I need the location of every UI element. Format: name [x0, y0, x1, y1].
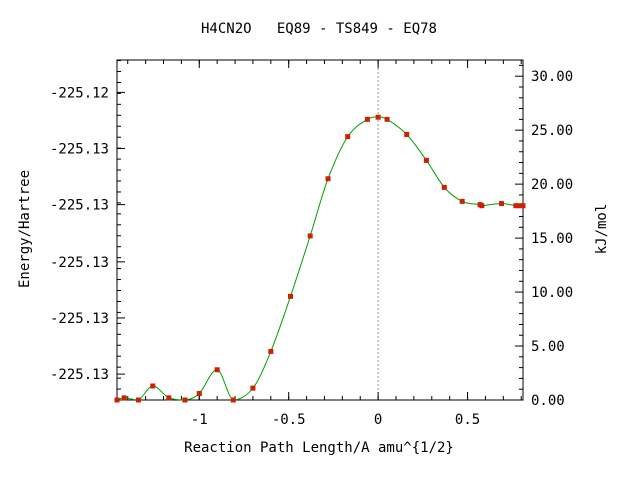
data-points	[114, 114, 526, 403]
x-axis-label: Reaction Path Length/A amu^{1/2}	[184, 440, 454, 456]
right-tick-label: 5.00	[531, 339, 565, 355]
data-point	[182, 397, 188, 403]
left-axis: -225.13 -225.13 -225.13 -225.13 -225.13 -225.…	[50, 60, 125, 401]
left-tick-label: -225.13	[50, 142, 109, 158]
data-point	[441, 184, 447, 190]
data-point	[196, 391, 202, 397]
data-point	[214, 367, 220, 373]
data-point	[459, 198, 465, 204]
data-point	[516, 203, 522, 209]
right-tick-label: 10.00	[531, 285, 573, 301]
x-axis: -1 -0.5 0 0.5	[127, 60, 522, 428]
data-point	[499, 201, 505, 207]
left-tick-label: -225.13	[50, 311, 109, 327]
data-point	[520, 203, 526, 209]
data-point	[479, 203, 485, 209]
data-point	[230, 397, 236, 403]
left-tick-label: -225.12	[50, 85, 109, 101]
data-point	[375, 114, 381, 120]
data-point	[404, 131, 410, 137]
energy-curve	[116, 116, 523, 401]
right-tick-label: 20.00	[531, 177, 573, 193]
x-tick-label: -1	[191, 412, 208, 428]
plot-frame	[116, 59, 524, 401]
y-axis-label-right: kJ/mol	[594, 204, 610, 255]
data-point	[250, 385, 256, 391]
data-point	[345, 134, 351, 140]
data-point	[121, 395, 127, 401]
data-point	[384, 116, 390, 122]
right-tick-label: 0.00	[531, 393, 565, 409]
left-tick-label: -225.13	[50, 198, 109, 214]
data-point	[114, 397, 120, 403]
data-point	[166, 395, 172, 401]
data-point	[364, 116, 370, 122]
x-tick-label: 0	[374, 412, 382, 428]
x-tick-label: 0.5	[455, 412, 480, 428]
data-point	[513, 203, 519, 209]
left-tick-label: -225.13	[50, 367, 109, 383]
right-axis: 0.00 5.00 10.00 15.00 20.00 25.00 30.00	[515, 64, 573, 409]
right-tick-label: 15.00	[531, 231, 573, 247]
data-point	[150, 383, 156, 389]
data-point	[423, 157, 429, 163]
left-tick-label: -225.13	[50, 255, 109, 271]
y-axis-label-left: Energy/Hartree	[17, 170, 33, 288]
data-point	[307, 233, 313, 239]
right-tick-label: 30.00	[531, 69, 573, 85]
chart-title: H4CN2O EQ89 - TS849 - EQ78	[201, 21, 437, 37]
data-point	[135, 397, 141, 403]
data-point	[268, 348, 274, 354]
x-tick-label: -0.5	[272, 412, 306, 428]
data-point	[325, 176, 331, 182]
right-tick-label: 25.00	[531, 123, 573, 139]
data-point	[287, 293, 293, 299]
